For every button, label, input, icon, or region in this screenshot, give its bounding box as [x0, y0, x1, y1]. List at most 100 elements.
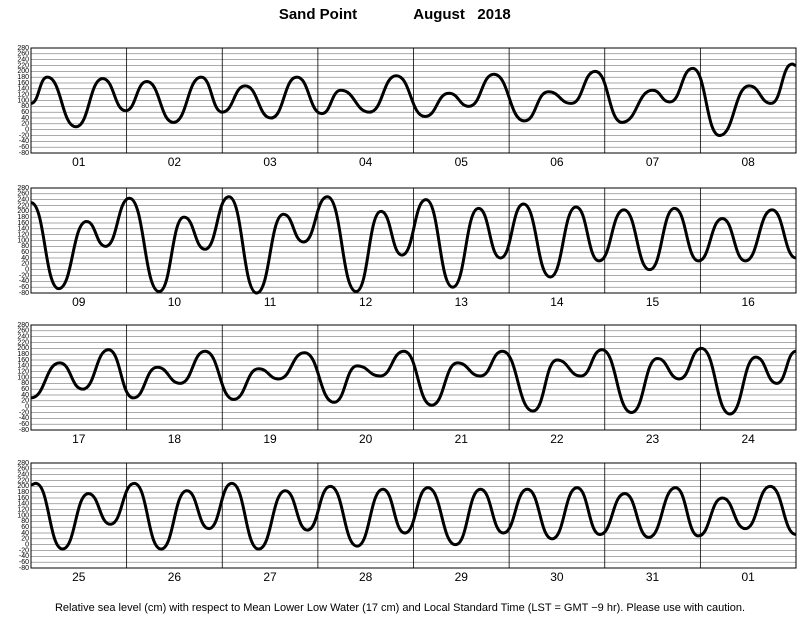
day-label: 13: [455, 295, 469, 309]
y-tick-label: 100: [17, 512, 29, 519]
y-tick-label: -60: [19, 144, 29, 151]
y-tick-label: 60: [21, 524, 29, 531]
y-tick-label: 40: [21, 255, 29, 262]
y-tick-label: -40: [19, 138, 29, 145]
y-tick-label: 220: [17, 477, 29, 484]
y-tick-label: 40: [21, 392, 29, 399]
day-label: 24: [742, 432, 756, 446]
y-tick-label: -40: [19, 553, 29, 560]
panel-frame: [30, 462, 797, 569]
y-tick-label: 40: [21, 530, 29, 537]
day-label: 05: [455, 155, 469, 169]
y-tick-label: 0: [25, 542, 29, 549]
y-tick-label: 240: [17, 197, 29, 204]
y-tick-label: 260: [17, 328, 29, 335]
day-label: 15: [646, 295, 660, 309]
day-label: 01: [742, 570, 756, 584]
day-label: 23: [646, 432, 660, 446]
day-label: 30: [550, 570, 564, 584]
y-tick-label: 60: [21, 249, 29, 256]
y-tick-label: 240: [17, 472, 29, 479]
y-tick-label: 160: [17, 220, 29, 227]
tide-line: [30, 481, 797, 551]
y-tick-label: -80: [19, 150, 29, 157]
y-tick-label: 240: [17, 57, 29, 64]
y-tick-label: 0: [25, 404, 29, 411]
y-tick-label: -40: [19, 415, 29, 422]
y-tick-label: 180: [17, 214, 29, 221]
day-label: 14: [550, 295, 564, 309]
day-label: 21: [455, 432, 469, 446]
y-tick-label: -80: [19, 565, 29, 572]
y-tick-label: 220: [17, 62, 29, 69]
y-tick-label: 120: [17, 92, 29, 99]
day-label: 26: [168, 570, 182, 584]
day-label: 18: [168, 432, 182, 446]
panel-frame: [30, 187, 797, 294]
period-title: August 2018: [413, 6, 511, 23]
day-label: 06: [550, 155, 564, 169]
day-label: 31: [646, 570, 660, 584]
tide-line: [30, 346, 797, 416]
y-tick-label: 120: [17, 369, 29, 376]
y-tick-label: 0: [25, 267, 29, 274]
y-tick-label: 200: [17, 208, 29, 215]
y-tick-label: 280: [17, 322, 29, 329]
y-tick-label: 80: [21, 103, 29, 110]
y-tick-label: 80: [21, 518, 29, 525]
y-tick-label: 100: [17, 237, 29, 244]
y-tick-label: 200: [17, 483, 29, 490]
day-label: 08: [742, 155, 756, 169]
y-tick-label: 240: [17, 334, 29, 341]
y-tick-label: 140: [17, 501, 29, 508]
y-tick-label: -20: [19, 409, 29, 416]
panel-frame: [30, 324, 797, 431]
day-label: 03: [263, 155, 277, 169]
y-tick-label: 120: [17, 507, 29, 514]
y-tick-label: 140: [17, 363, 29, 370]
y-tick-label: 180: [17, 489, 29, 496]
y-tick-label: 120: [17, 232, 29, 239]
y-tick-label: 180: [17, 351, 29, 358]
y-tick-label: -20: [19, 272, 29, 279]
tide-line: [30, 62, 797, 138]
y-tick-label: 0: [25, 127, 29, 134]
y-tick-label: 160: [17, 357, 29, 364]
y-tick-label: 260: [17, 466, 29, 473]
panel-frame: [30, 47, 797, 154]
y-tick-label: -20: [19, 132, 29, 139]
y-tick-label: 260: [17, 51, 29, 58]
day-label: 29: [455, 570, 469, 584]
day-label: 16: [742, 295, 756, 309]
day-label: 04: [359, 155, 373, 169]
station-title: Sand Point: [279, 6, 357, 23]
y-tick-label: 80: [21, 243, 29, 250]
y-tick-label: -60: [19, 421, 29, 428]
y-tick-label: -60: [19, 559, 29, 566]
y-tick-label: 280: [17, 45, 29, 52]
day-label: 09: [72, 295, 86, 309]
day-label: 22: [550, 432, 564, 446]
tide-line: [30, 195, 797, 295]
y-tick-label: 80: [21, 380, 29, 387]
y-tick-label: 60: [21, 109, 29, 116]
y-tick-label: 160: [17, 495, 29, 502]
day-label: 20: [359, 432, 373, 446]
y-tick-label: 220: [17, 339, 29, 346]
day-label: 25: [72, 570, 86, 584]
y-tick-label: -60: [19, 284, 29, 291]
day-label: 01: [72, 155, 86, 169]
day-label: 11: [264, 295, 277, 309]
y-tick-label: 280: [17, 185, 29, 192]
day-label: 27: [263, 570, 277, 584]
day-label: 19: [263, 432, 277, 446]
day-label: 17: [72, 432, 86, 446]
y-tick-label: 20: [21, 536, 29, 543]
y-tick-label: 100: [17, 374, 29, 381]
y-tick-label: 200: [17, 345, 29, 352]
y-tick-label: 180: [17, 74, 29, 81]
y-tick-label: 140: [17, 226, 29, 233]
day-label: 28: [359, 570, 373, 584]
y-tick-label: 60: [21, 386, 29, 393]
footnote: Relative sea level (cm) with respect to …: [55, 602, 745, 614]
